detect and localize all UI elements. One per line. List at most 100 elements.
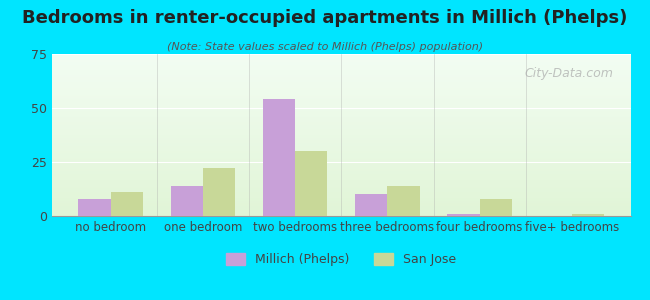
Bar [52, 90, 630, 91]
Bar [52, 74, 630, 75]
Bar [52, 171, 630, 172]
Bar [52, 138, 630, 140]
Bar [52, 88, 630, 90]
Bar [52, 161, 630, 163]
Bar [78, 199, 111, 216]
Bar [387, 186, 420, 216]
Bar [52, 83, 630, 85]
Bar [52, 156, 630, 158]
Bar [52, 174, 630, 176]
Bar [52, 164, 630, 166]
Bar [52, 145, 630, 146]
Bar [52, 169, 630, 171]
Bar [52, 85, 630, 86]
Bar [52, 206, 630, 208]
Bar [52, 132, 630, 134]
Bar [52, 86, 630, 88]
Bar [52, 192, 630, 193]
Bar [52, 67, 630, 69]
Bar [52, 213, 630, 214]
Bar [52, 154, 630, 156]
Bar [52, 142, 630, 143]
Bar [52, 77, 630, 78]
Bar [52, 163, 630, 164]
Bar [52, 200, 630, 201]
Bar [52, 196, 630, 198]
Bar [52, 98, 630, 99]
Bar [52, 166, 630, 167]
Bar [52, 180, 630, 182]
Bar [52, 195, 630, 196]
Bar [52, 62, 630, 64]
Bar [52, 120, 630, 122]
Bar [52, 78, 630, 80]
Bar [52, 117, 630, 119]
Bar [52, 94, 630, 96]
Bar [111, 192, 143, 216]
Bar [52, 190, 630, 192]
Bar [52, 106, 630, 107]
Bar [52, 107, 630, 109]
Bar [52, 104, 630, 106]
Bar [52, 151, 630, 153]
Bar [52, 99, 630, 101]
Bar [52, 209, 630, 211]
Bar [52, 75, 630, 77]
Bar [52, 80, 630, 82]
Bar [52, 136, 630, 138]
Bar [52, 185, 630, 187]
Bar [52, 101, 630, 103]
Bar [52, 109, 630, 111]
Bar [52, 130, 630, 132]
Bar [52, 176, 630, 177]
Bar [52, 57, 630, 59]
Bar [52, 119, 630, 120]
Bar [52, 179, 630, 180]
Legend: Millich (Phelps), San Jose: Millich (Phelps), San Jose [221, 248, 462, 271]
Bar [263, 99, 295, 216]
Bar [572, 214, 604, 216]
Bar [52, 96, 630, 98]
Bar [52, 116, 630, 117]
Bar [52, 184, 630, 185]
Bar [52, 187, 630, 188]
Bar [295, 151, 328, 216]
Bar [52, 201, 630, 203]
Bar [52, 82, 630, 83]
Bar [52, 146, 630, 148]
Bar [52, 124, 630, 125]
Bar [52, 122, 630, 124]
Bar [52, 208, 630, 209]
Bar [447, 214, 480, 216]
Bar [52, 172, 630, 174]
Bar [170, 186, 203, 216]
Bar [52, 158, 630, 159]
Bar [52, 211, 630, 213]
Bar [52, 140, 630, 142]
Bar [52, 188, 630, 190]
Text: (Note: State values scaled to Millich (Phelps) population): (Note: State values scaled to Millich (P… [167, 42, 483, 52]
Bar [52, 159, 630, 161]
Bar [52, 128, 630, 130]
Bar [52, 135, 630, 136]
Bar [480, 199, 512, 216]
Bar [52, 65, 630, 67]
Bar [52, 153, 630, 154]
Bar [203, 169, 235, 216]
Bar [52, 148, 630, 150]
Bar [52, 150, 630, 151]
Bar [52, 91, 630, 93]
Bar [52, 72, 630, 74]
Bar [52, 182, 630, 184]
Bar [52, 64, 630, 65]
Bar [52, 111, 630, 112]
Bar [52, 114, 630, 116]
Text: City-Data.com: City-Data.com [525, 67, 613, 80]
Bar [52, 198, 630, 200]
Bar [52, 203, 630, 205]
Text: Bedrooms in renter-occupied apartments in Millich (Phelps): Bedrooms in renter-occupied apartments i… [22, 9, 628, 27]
Bar [52, 143, 630, 145]
Bar [52, 70, 630, 72]
Bar [52, 61, 630, 62]
Bar [52, 112, 630, 114]
